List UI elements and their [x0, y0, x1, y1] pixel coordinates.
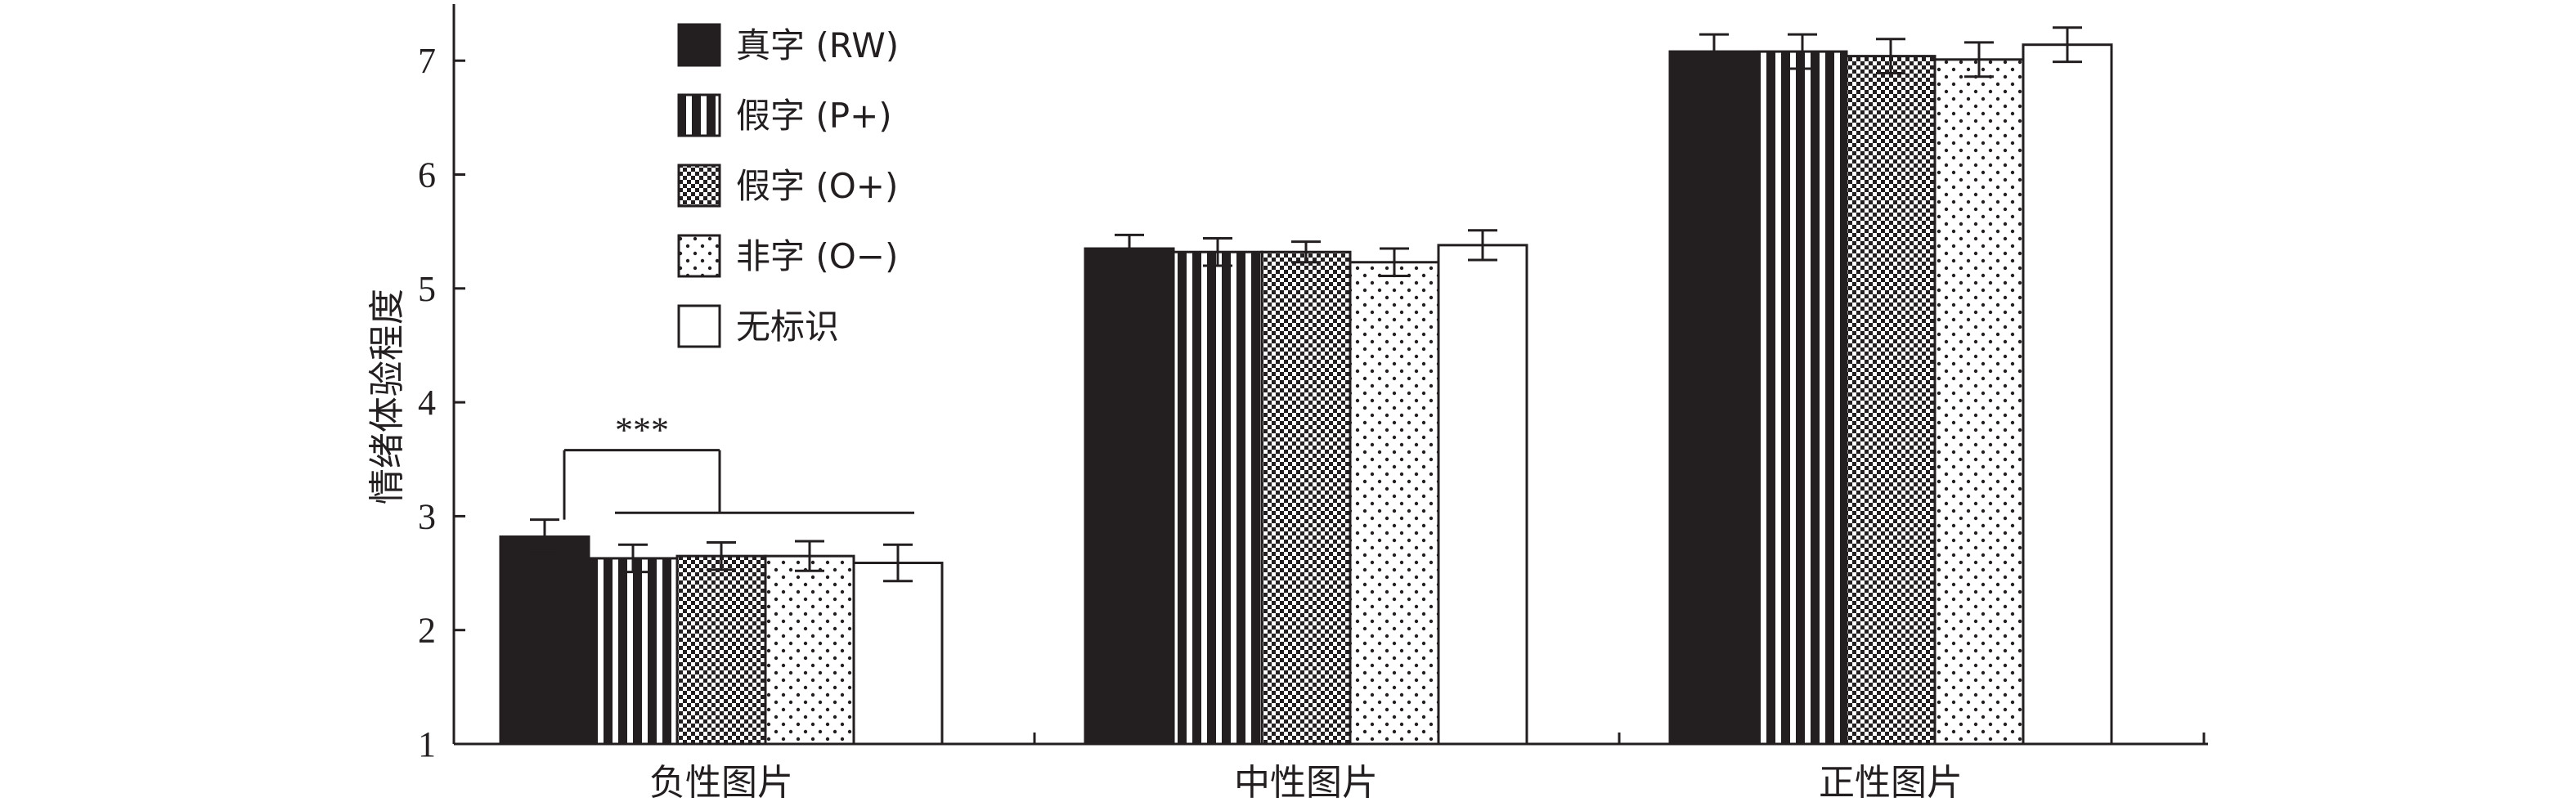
x-tick-label: 负性图片 [649, 762, 793, 804]
significance-annotation: *** [563, 410, 914, 520]
bar [1437, 244, 1528, 746]
legend-label: 假字 (P+) [736, 96, 892, 136]
y-tick-label: 7 [418, 41, 436, 81]
bar [1349, 261, 1440, 746]
legend-swatch [677, 234, 721, 278]
y-tick-label: 6 [418, 155, 436, 195]
bar [1757, 50, 1848, 746]
legend-swatch [677, 23, 721, 67]
y-tick-label: 5 [418, 269, 436, 309]
bar [764, 554, 855, 746]
y-tick-label: 3 [418, 496, 436, 536]
x-tick-label: 正性图片 [1819, 762, 1963, 804]
y-tick-label: 2 [418, 611, 436, 651]
legend-label: 非字 (O−) [736, 236, 898, 276]
legend-swatch [677, 93, 721, 137]
axes: 1 2 3 4 5 6 7 负性图片 中性图片 正性图片 情绪体验程度 [366, 4, 2208, 804]
legend-label: 真字 (RW) [736, 25, 899, 65]
bar [1933, 58, 2025, 746]
bar [1668, 50, 1760, 746]
legend-label: 无标识 [736, 307, 839, 347]
error-bars-group [530, 26, 2082, 583]
bar [1845, 55, 1936, 746]
bar [852, 562, 944, 746]
legend-swatch [677, 304, 721, 348]
bar [1084, 247, 1175, 746]
legend-swatch [677, 164, 721, 208]
x-tick-label: 中性图片 [1234, 762, 1378, 804]
sig-stars: *** [615, 410, 669, 450]
y-tick-label: 1 [418, 724, 436, 764]
bar [1260, 250, 1352, 746]
legend: 真字 (RW) 假字 (P+) 假字 (O+) 非字 (O−) 无标识 [677, 23, 899, 348]
bar [2022, 43, 2113, 746]
bar [499, 535, 590, 746]
y-axis-label: 情绪体验程度 [366, 289, 408, 504]
legend-label: 假字 (O+) [736, 166, 898, 206]
bar [587, 557, 679, 746]
y-tick-label: 4 [418, 383, 436, 423]
bars-group [499, 43, 2113, 746]
bar [1172, 250, 1263, 746]
bar [675, 554, 767, 746]
